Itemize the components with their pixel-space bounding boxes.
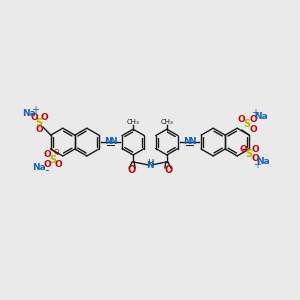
Text: O: O — [239, 145, 247, 154]
Text: +: + — [253, 160, 261, 170]
Text: N: N — [109, 136, 117, 146]
Text: Q: Q — [53, 149, 58, 155]
Text: N: N — [183, 136, 191, 146]
Text: O: O — [251, 154, 259, 164]
Text: S: S — [244, 119, 251, 129]
Text: S: S — [36, 118, 43, 128]
Text: O: O — [40, 113, 48, 122]
Text: +: + — [31, 105, 39, 116]
Text: S: S — [245, 149, 253, 159]
Text: O: O — [43, 151, 51, 160]
Text: O: O — [30, 113, 38, 122]
Text: N: N — [188, 136, 196, 146]
Text: N: N — [104, 136, 112, 146]
Text: CH₃: CH₃ — [127, 119, 140, 125]
Text: -: - — [45, 164, 49, 177]
Text: O: O — [251, 145, 259, 154]
Text: O: O — [35, 125, 43, 134]
Text: O: O — [127, 165, 135, 175]
Text: O: O — [55, 160, 63, 169]
Text: S: S — [49, 155, 56, 165]
Text: O: O — [249, 115, 257, 124]
Text: Na: Na — [256, 158, 270, 166]
Text: Na: Na — [254, 112, 268, 121]
Text: Na: Na — [32, 163, 46, 172]
Text: O: O — [237, 115, 245, 124]
Text: +: + — [251, 108, 259, 118]
Text: Na: Na — [22, 109, 36, 118]
Text: O: O — [249, 125, 257, 134]
Text: H: H — [147, 159, 153, 168]
Text: O: O — [165, 165, 173, 175]
Text: N: N — [146, 161, 154, 170]
Text: O: O — [43, 160, 51, 169]
Text: CH₃: CH₃ — [160, 119, 173, 125]
